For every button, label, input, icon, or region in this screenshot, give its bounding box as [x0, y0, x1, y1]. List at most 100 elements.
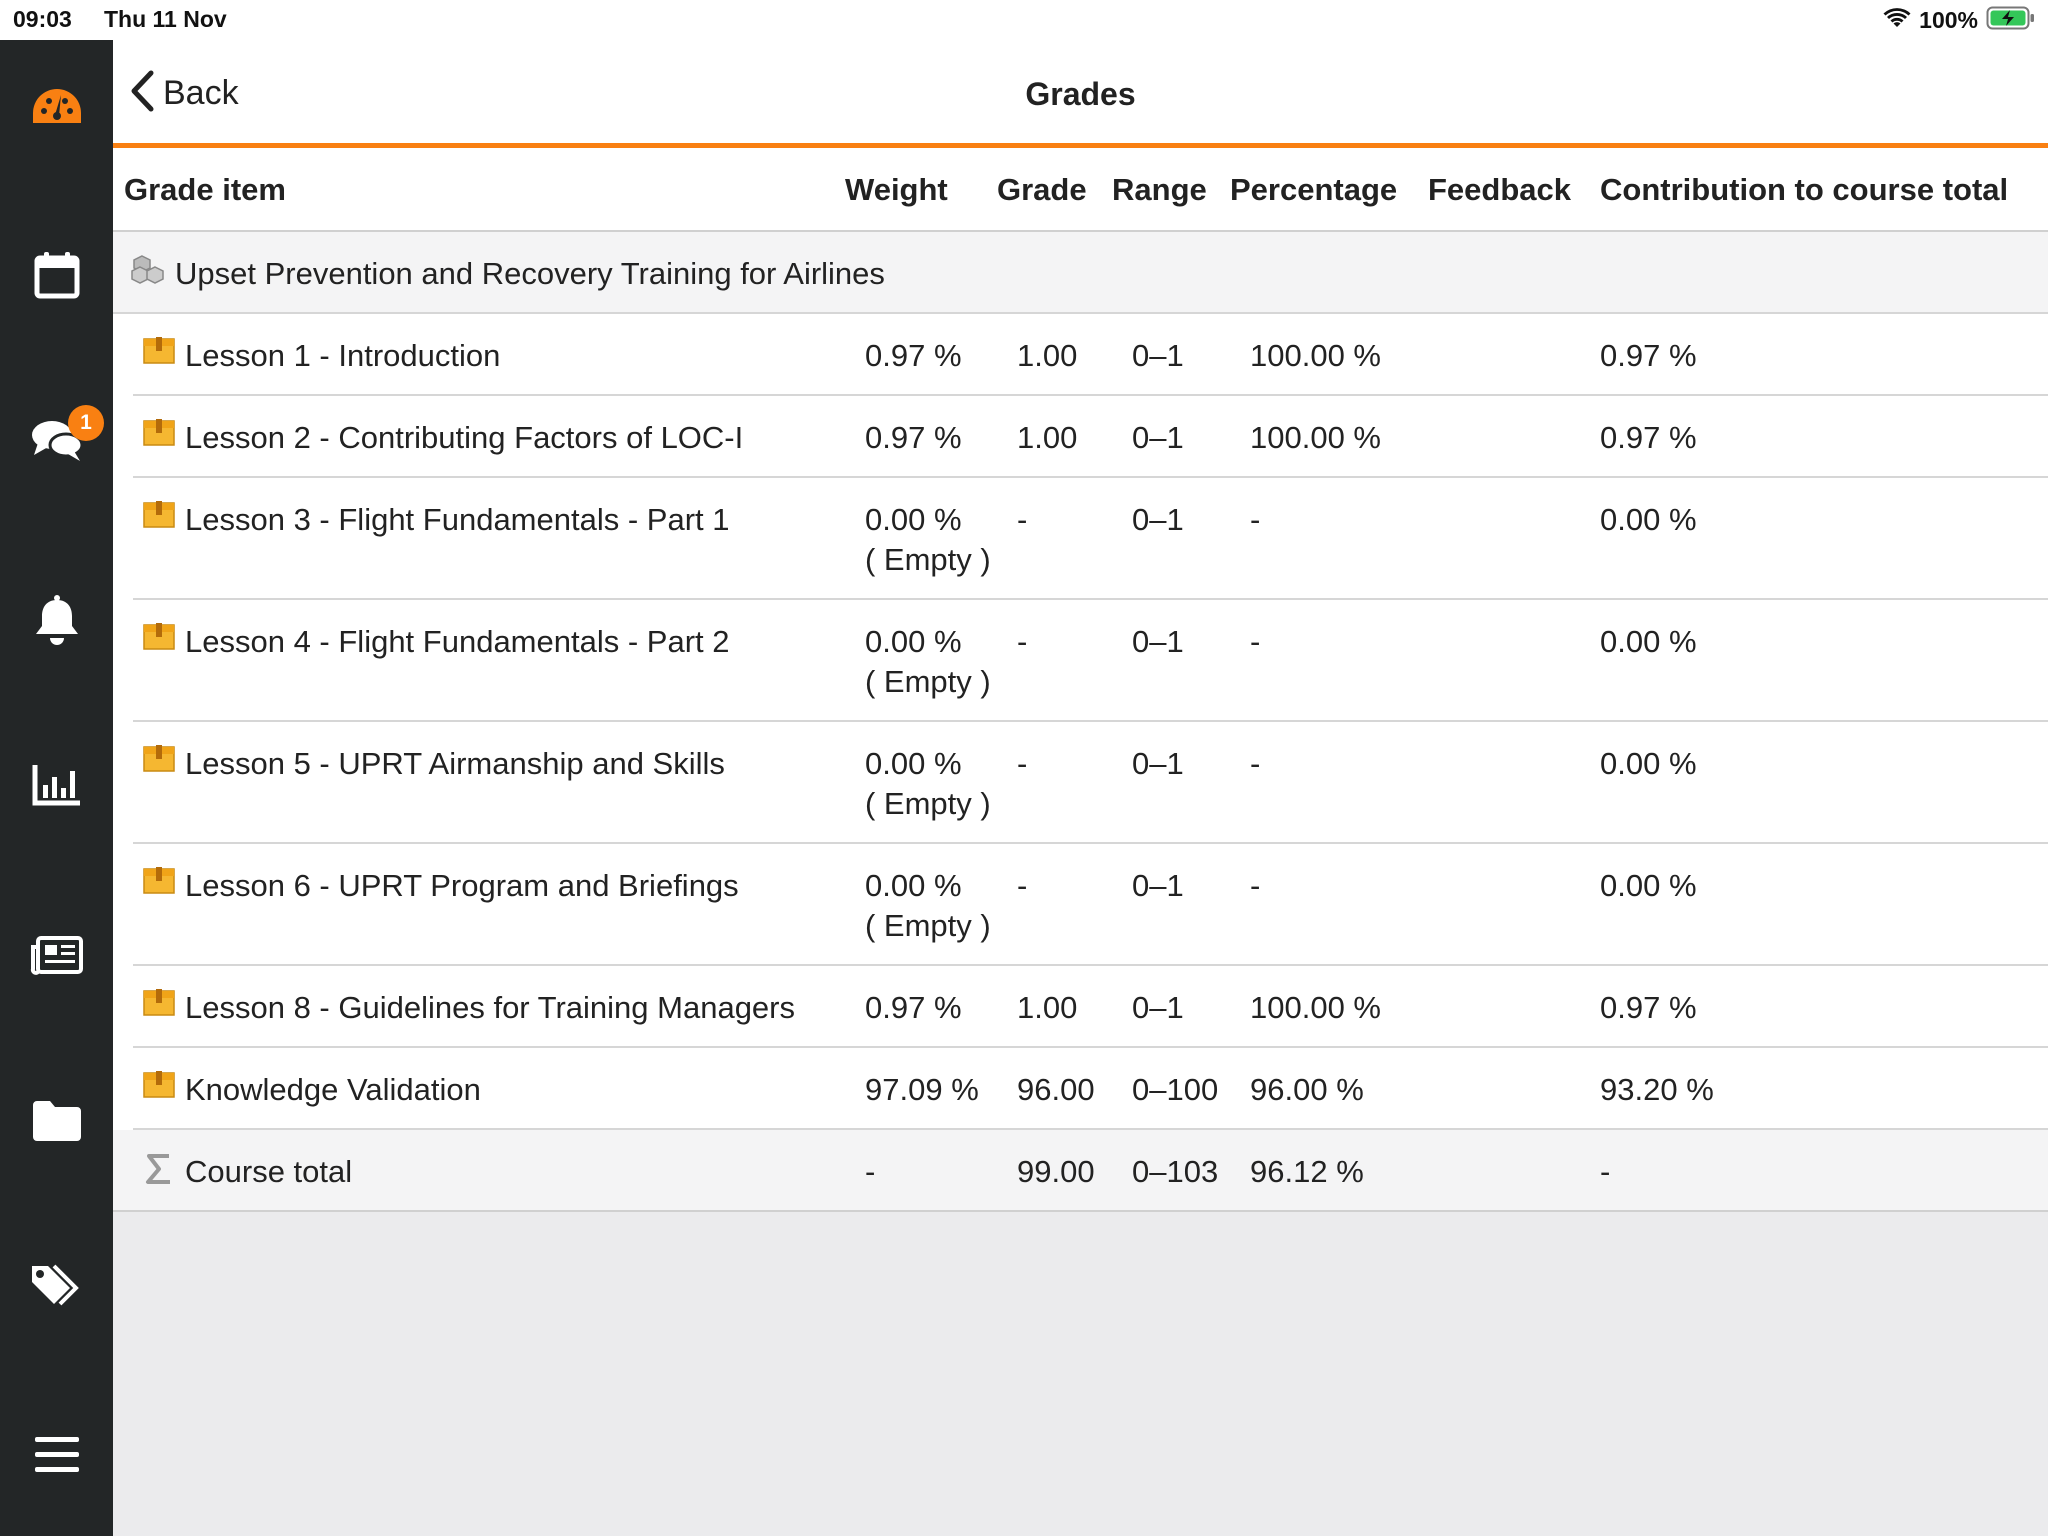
course-total-label: Course total	[185, 1154, 353, 1189]
grade-value: 1.00	[1017, 338, 1078, 373]
table-row[interactable]: Lesson 8 - Guidelines for Training Manag…	[133, 966, 2048, 1048]
wifi-icon	[1883, 7, 1911, 34]
range-value: 0–1	[1132, 990, 1184, 1025]
weight-value: 0.97 %	[865, 338, 962, 373]
table-row[interactable]: Lesson 4 - Flight Fundamentals - Part 2 …	[133, 600, 2048, 722]
grade-item-name[interactable]: Lesson 2 - Contributing Factors of LOC-I	[185, 420, 744, 455]
hamburger-menu-icon	[34, 1435, 80, 1475]
scorm-package-icon	[143, 336, 175, 369]
range-value: 0–1	[1132, 420, 1184, 455]
percentage-value: 100.00 %	[1250, 338, 1381, 373]
status-bar: 09:03 Thu 11 Nov 100%	[0, 0, 2048, 40]
calendar-icon	[34, 250, 80, 300]
percentage-value: 96.00 %	[1250, 1072, 1364, 1107]
sidebar-item-calendar[interactable]	[0, 220, 113, 330]
weight-value: 0.97 %	[865, 420, 962, 455]
scorm-package-icon	[143, 500, 175, 533]
sidebar-item-messages[interactable]: 1	[0, 385, 113, 495]
range-value: 0–1	[1132, 338, 1184, 373]
range-value: 0–103	[1132, 1154, 1219, 1189]
weight-value: 0.00 %( Empty )	[865, 744, 991, 824]
range-value: 0–1	[1132, 746, 1184, 781]
contribution-value: 0.00 %	[1600, 746, 1697, 781]
column-header-contribution: Contribution to course total	[1600, 172, 2009, 207]
sidebar-item-tags[interactable]	[0, 1230, 113, 1340]
sidebar-item-news[interactable]	[0, 900, 113, 1010]
chat-bubbles-icon	[30, 417, 84, 463]
range-value: 0–100	[1132, 1072, 1219, 1107]
status-right: 100%	[1883, 5, 2036, 35]
table-row[interactable]: Lesson 3 - Flight Fundamentals - Part 1 …	[133, 478, 2048, 600]
table-row[interactable]: Lesson 6 - UPRT Program and Briefings 0.…	[133, 844, 2048, 966]
grade-value: -	[1017, 746, 1028, 781]
weight-empty-note: ( Empty )	[865, 908, 991, 943]
grade-value: -	[1017, 624, 1028, 659]
column-header-grade: Grade	[997, 172, 1087, 207]
grade-item-name[interactable]: Lesson 4 - Flight Fundamentals - Part 2	[185, 624, 730, 659]
table-row[interactable]: Lesson 5 - UPRT Airmanship and Skills 0.…	[133, 722, 2048, 844]
newspaper-icon	[30, 935, 84, 975]
weight-empty-note: ( Empty )	[865, 786, 991, 821]
status-time: 09:03	[13, 6, 72, 32]
grade-value: 1.00	[1017, 420, 1078, 455]
scorm-package-icon	[143, 418, 175, 451]
contribution-value: 93.20 %	[1600, 1072, 1714, 1107]
weight-value: 0.00 %( Empty )	[865, 622, 991, 702]
sidebar-item-notifications[interactable]	[0, 565, 113, 675]
scorm-package-icon	[143, 866, 175, 899]
grade-value: -	[1017, 502, 1028, 537]
grade-item-name[interactable]: Lesson 8 - Guidelines for Training Manag…	[185, 990, 795, 1025]
sidebar-item-more[interactable]	[0, 1400, 113, 1510]
grade-item-name[interactable]: Lesson 1 - Introduction	[185, 338, 501, 373]
percentage-value: -	[1250, 502, 1261, 537]
weight-empty-note: ( Empty )	[865, 664, 991, 699]
grade-item-name[interactable]: Lesson 3 - Flight Fundamentals - Part 1	[185, 502, 730, 537]
weight-value: 0.00 %( Empty )	[865, 866, 991, 946]
sidebar-item-grades[interactable]	[0, 730, 113, 840]
percentage-value: 100.00 %	[1250, 990, 1381, 1025]
contribution-value: 0.97 %	[1600, 338, 1697, 373]
grade-value: 99.00	[1017, 1154, 1095, 1189]
grade-value: -	[1017, 868, 1028, 903]
back-button[interactable]: Back	[129, 68, 239, 118]
grade-value: 1.00	[1017, 990, 1078, 1025]
range-value: 0–1	[1132, 502, 1184, 537]
contribution-value: 0.00 %	[1600, 868, 1697, 903]
grades-content: Grade item Weight Grade Range Percentage…	[113, 148, 2048, 1536]
contribution-value: 0.97 %	[1600, 990, 1697, 1025]
status-date: Thu 11 Nov	[104, 6, 227, 32]
battery-percent: 100%	[1919, 6, 1978, 33]
side-menu: 1	[0, 40, 113, 1536]
grade-item-name[interactable]: Lesson 6 - UPRT Program and Briefings	[185, 868, 739, 903]
range-value: 0–1	[1132, 624, 1184, 659]
range-value: 0–1	[1132, 868, 1184, 903]
percentage-value: 100.00 %	[1250, 420, 1381, 455]
table-row[interactable]: Lesson 2 - Contributing Factors of LOC-I…	[133, 396, 2048, 478]
scorm-package-icon	[143, 744, 175, 777]
folder-icon	[31, 1099, 83, 1141]
column-header-range: Range	[1112, 172, 1207, 207]
battery-charging-icon	[1986, 5, 2036, 36]
table-header-row: Grade item Weight Grade Range Percentage…	[113, 148, 2048, 232]
table-row[interactable]: Knowledge Validation 97.09 % 96.00 0–100…	[133, 1048, 2048, 1130]
grade-item-name[interactable]: Lesson 5 - UPRT Airmanship and Skills	[185, 746, 725, 781]
sidebar-item-dashboard[interactable]	[0, 52, 113, 162]
column-header-grade-item: Grade item	[124, 172, 286, 207]
percentage-value: -	[1250, 868, 1261, 903]
category-cubes-icon	[131, 254, 165, 289]
column-header-feedback: Feedback	[1428, 172, 1572, 207]
contribution-value: 0.97 %	[1600, 420, 1697, 455]
contribution-value: -	[1600, 1154, 1611, 1189]
bell-icon	[34, 594, 80, 646]
course-total-row: Course total - 99.00 0–103 96.12 % -	[113, 1130, 2048, 1212]
grade-value: 96.00	[1017, 1072, 1095, 1107]
messages-badge: 1	[68, 405, 104, 441]
column-header-percentage: Percentage	[1230, 172, 1398, 207]
sidebar-item-files[interactable]	[0, 1065, 113, 1175]
weight-value: 0.00 %( Empty )	[865, 500, 991, 580]
tags-icon	[30, 1262, 84, 1308]
percentage-value: 96.12 %	[1250, 1154, 1364, 1189]
table-row[interactable]: Lesson 1 - Introduction 0.97 % 1.00 0–1 …	[133, 314, 2048, 396]
grade-item-name[interactable]: Knowledge Validation	[185, 1072, 481, 1107]
category-row: Upset Prevention and Recovery Training f…	[113, 232, 2048, 314]
